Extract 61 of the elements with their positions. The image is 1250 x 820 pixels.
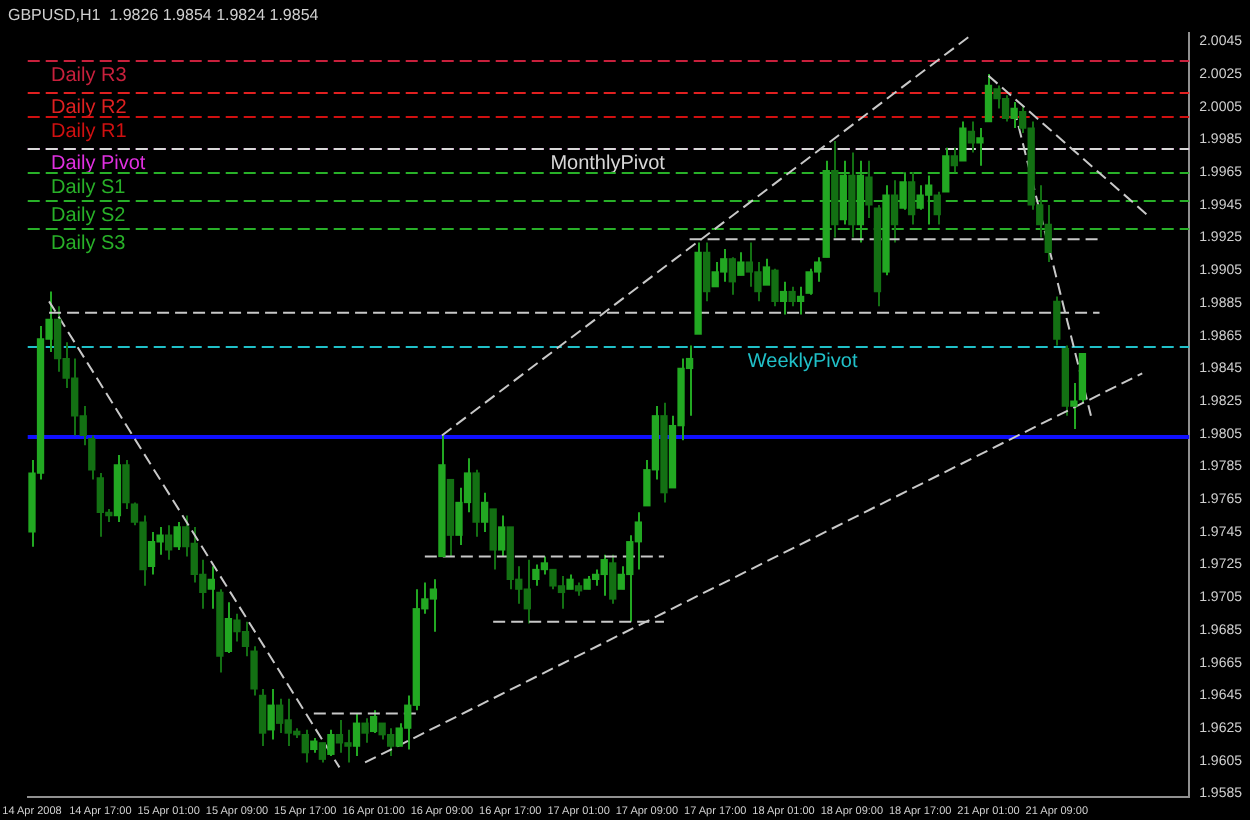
- candlestick: [771, 267, 779, 308]
- candlestick: [344, 728, 352, 764]
- candlestick: [207, 565, 215, 610]
- chart-title: GBPUSD,H1 1.9826 1.9854 1.9824 1.9854: [8, 6, 320, 25]
- ref-line-label: Daily S2: [50, 204, 127, 227]
- candlestick: [532, 563, 540, 587]
- candlestick: [335, 718, 344, 754]
- candlestick: [284, 697, 292, 748]
- candlestick: [976, 127, 984, 167]
- candlestick: [318, 741, 327, 764]
- ref-line-label: Daily R2: [50, 96, 128, 119]
- candlestick: [984, 73, 993, 123]
- candlestick: [703, 241, 711, 303]
- candlestick: [233, 612, 241, 643]
- candlestick: [779, 280, 788, 316]
- candlestick: [711, 261, 719, 288]
- candlestick: [600, 553, 608, 597]
- candlestick: [164, 524, 173, 561]
- candlestick: [549, 568, 557, 591]
- ref-line-label: Daily S3: [50, 232, 127, 255]
- candlestick: [147, 530, 156, 576]
- candlestick: [967, 120, 976, 154]
- candlestick: [762, 257, 771, 287]
- candlestick: [720, 248, 728, 283]
- candlestick: [352, 712, 361, 757]
- candlestick: [737, 251, 745, 277]
- candlestick: [53, 305, 62, 373]
- ref-line-label: Daily R1: [50, 120, 128, 143]
- candlestick: [276, 697, 284, 735]
- candlestick: [480, 491, 489, 533]
- ref-line-label: MonthlyPivot: [550, 152, 666, 175]
- candlestick: [907, 171, 916, 226]
- ref-line-label: Daily Pivot: [50, 152, 146, 175]
- candlestick: [489, 508, 497, 571]
- candlestick: [429, 578, 438, 633]
- candlestick: [173, 521, 181, 551]
- candlestick: [523, 558, 531, 625]
- candlestick: [267, 687, 275, 741]
- candlestick: [865, 159, 873, 219]
- candlestick: [745, 241, 754, 288]
- candlestick: [1001, 94, 1010, 123]
- candlestick: [258, 687, 267, 748]
- candlestick: [959, 120, 967, 162]
- candlestick: [1053, 295, 1061, 347]
- candlestick: [301, 728, 309, 764]
- candlestick: [557, 575, 566, 610]
- candlestick: [327, 728, 335, 757]
- candlestick: [361, 717, 369, 744]
- candlestick: [1010, 100, 1018, 130]
- ref-line-label: Daily S1: [50, 176, 127, 199]
- candlestick: [609, 553, 617, 605]
- candlestick: [788, 285, 796, 308]
- candlestick: [498, 514, 506, 558]
- ref-line-label: Daily R3: [50, 64, 128, 87]
- candlestick: [950, 146, 958, 174]
- candlestick: [369, 709, 378, 735]
- candlestick: [890, 179, 899, 244]
- candlestick: [728, 256, 736, 296]
- candlestick: [224, 601, 233, 654]
- ref-line-label: WeeklyPivot: [747, 350, 858, 373]
- candlestick: [933, 190, 941, 226]
